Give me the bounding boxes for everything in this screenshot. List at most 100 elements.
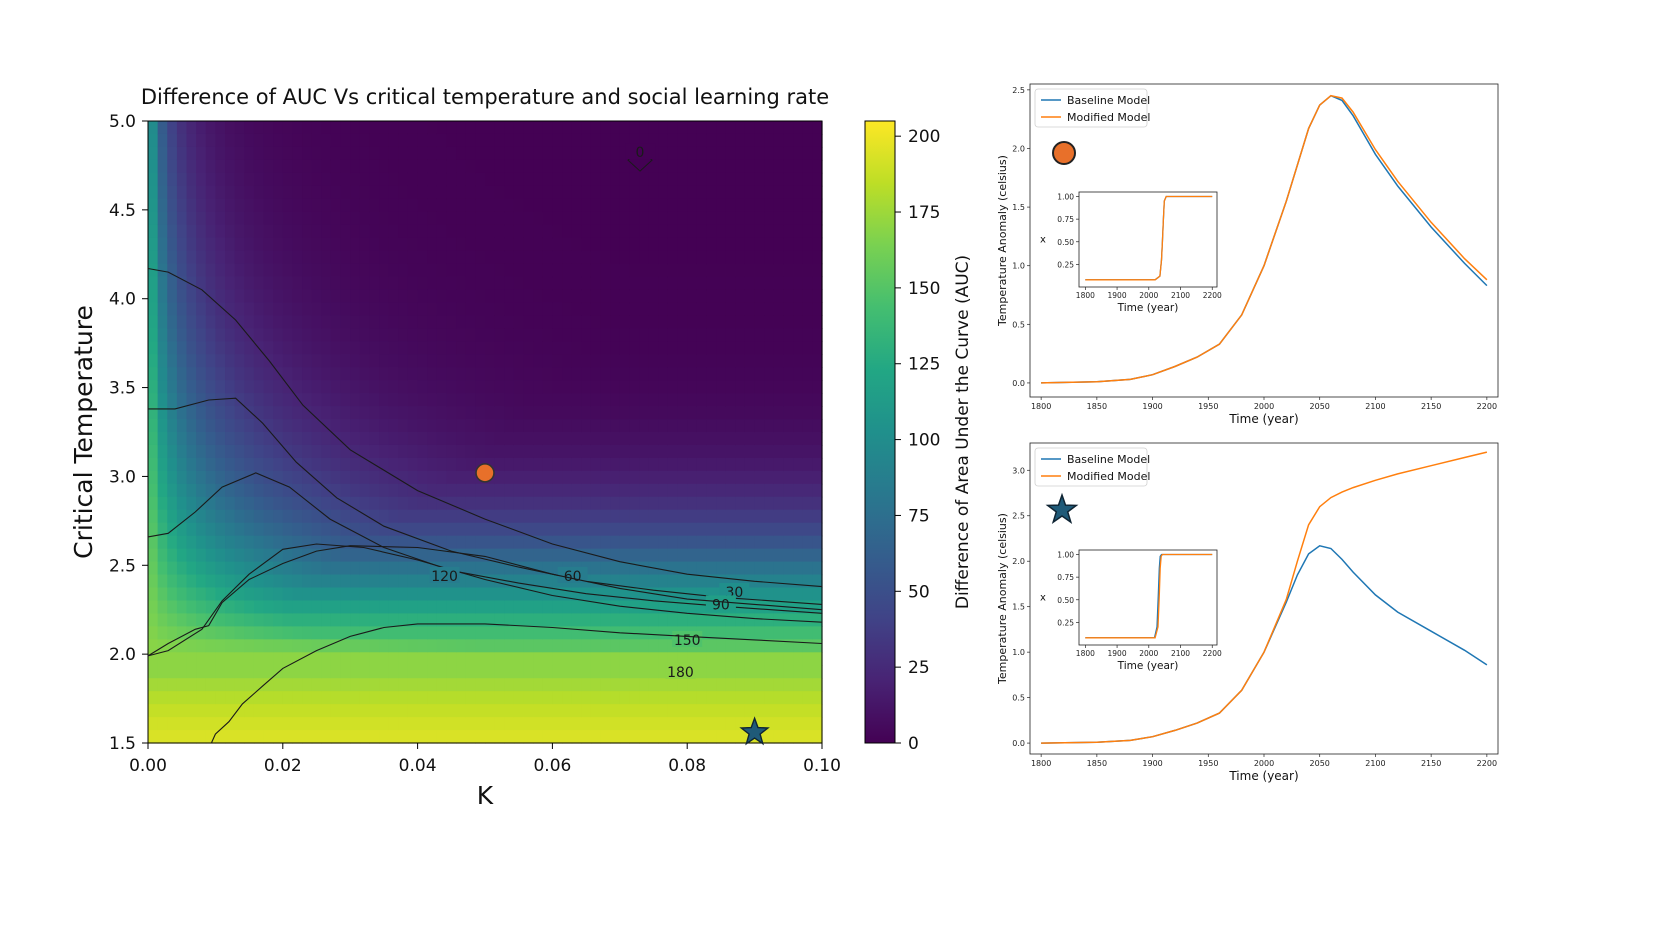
- heatmap-cell: [379, 509, 390, 524]
- heatmap-cell: [475, 444, 486, 459]
- heatmap-cell: [282, 509, 294, 524]
- heatmap-cell: [783, 302, 794, 316]
- heatmap-cell: [417, 717, 428, 731]
- heatmap-cell: [533, 146, 544, 161]
- heatmap-cell: [735, 211, 746, 226]
- heatmap-cell: [716, 380, 727, 394]
- heatmap-cell: [330, 211, 342, 226]
- heatmap-cell: [639, 691, 650, 705]
- heatmap-cell: [350, 509, 361, 524]
- heatmap-cell: [359, 315, 371, 329]
- heatmap-cell: [773, 717, 785, 731]
- heatmap-cell: [523, 496, 534, 511]
- heatmap-cell: [340, 652, 351, 666]
- heatmap-cell: [639, 341, 650, 355]
- heatmap-cell: [744, 665, 756, 679]
- heatmap-cell: [590, 717, 602, 731]
- heatmap-cell: [417, 367, 428, 381]
- heatmap-cell: [600, 678, 611, 692]
- heatmap-cell: [282, 600, 294, 615]
- heatmap-cell: [571, 717, 582, 731]
- heatmap-cell: [648, 211, 659, 226]
- heatmap-cell: [600, 263, 611, 278]
- heatmap-cell: [677, 237, 688, 252]
- heatmap-cell: [407, 691, 419, 705]
- heatmap-cell: [639, 626, 650, 640]
- heatmap-cell: [696, 250, 708, 265]
- heatmap-cell: [321, 121, 332, 135]
- heatmap-cell: [311, 678, 322, 692]
- heatmap-cell: [244, 121, 255, 135]
- heatmap-cell: [773, 224, 785, 239]
- heatmap-cell: [282, 717, 294, 731]
- heatmap-cell: [359, 302, 371, 316]
- heatmap-cell: [571, 613, 582, 627]
- heatmap-cell: [764, 665, 775, 679]
- heatmap-cell: [282, 367, 294, 381]
- heatmap-cell: [812, 432, 823, 446]
- heatmap-cell: [802, 419, 813, 433]
- heatmap-cell: [330, 496, 342, 511]
- heatmap-cell: [677, 419, 688, 433]
- heatmap-cell: [148, 328, 159, 342]
- heatmap-cell: [793, 717, 804, 731]
- heatmap-cell: [619, 276, 631, 291]
- heatmap-cell: [263, 211, 274, 226]
- heatmap-cell: [196, 678, 207, 692]
- heatmap-cell: [205, 483, 216, 498]
- colorbar-tick-label: 175: [908, 203, 940, 223]
- heatmap-cell: [196, 730, 207, 744]
- heatmap-cell: [167, 172, 178, 187]
- heatmap-cell: [456, 146, 467, 161]
- heatmap-cell: [359, 535, 371, 550]
- heatmap-cell: [398, 172, 409, 187]
- heatmap-cell: [186, 522, 197, 537]
- heatmap-cell: [513, 483, 525, 498]
- heatmap-cell: [716, 211, 727, 226]
- heatmap-cell: [696, 522, 708, 537]
- heatmap-cell: [523, 613, 534, 627]
- y-tick-label: 0.5: [1012, 320, 1025, 329]
- heatmap-cell: [562, 496, 573, 511]
- heatmap-cell: [687, 483, 698, 498]
- heatmap-cell: [388, 652, 399, 666]
- heatmap-cell: [793, 250, 804, 265]
- heatmap-cell: [754, 496, 765, 511]
- heatmap-cell: [369, 548, 380, 563]
- heatmap-cell: [273, 198, 284, 213]
- heatmap-cell: [658, 328, 669, 342]
- heatmap-cell: [687, 432, 698, 446]
- heatmap-cell: [436, 289, 448, 304]
- heatmap-cell: [321, 341, 332, 355]
- heatmap-cell: [148, 211, 159, 226]
- heatmap-cell: [590, 509, 602, 524]
- heatmap-cell: [744, 237, 756, 252]
- heatmap-cell: [754, 600, 765, 615]
- heatmap-cell: [215, 483, 226, 498]
- contour-label-bg: [665, 662, 696, 679]
- heatmap-cell: [263, 354, 274, 368]
- heatmap-cell: [465, 496, 476, 511]
- heatmap-cell: [407, 613, 419, 627]
- heatmap-cell: [725, 444, 736, 459]
- heatmap-cell: [600, 172, 611, 187]
- heatmap-cell: [542, 457, 553, 472]
- heatmap-cell: [562, 548, 573, 563]
- heatmap-cell: [196, 561, 207, 576]
- heatmap-cell: [744, 548, 756, 563]
- heatmap-cell: [667, 483, 679, 498]
- heatmap-cell: [350, 691, 361, 705]
- heatmap-cell: [504, 406, 515, 420]
- heatmap-cell: [773, 600, 785, 615]
- heatmap-cell: [225, 172, 236, 187]
- heatmap-cell: [648, 665, 659, 679]
- heatmap-cell: [802, 509, 813, 524]
- heatmap-cell: [639, 380, 650, 394]
- heatmap-cell: [552, 133, 563, 148]
- heatmap-cell: [388, 250, 399, 265]
- heatmap-cell: [205, 574, 216, 589]
- heatmap-cell: [321, 354, 332, 368]
- heatmap-cell: [263, 496, 274, 511]
- heatmap-cell: [667, 146, 679, 161]
- heatmap-cell: [407, 509, 419, 524]
